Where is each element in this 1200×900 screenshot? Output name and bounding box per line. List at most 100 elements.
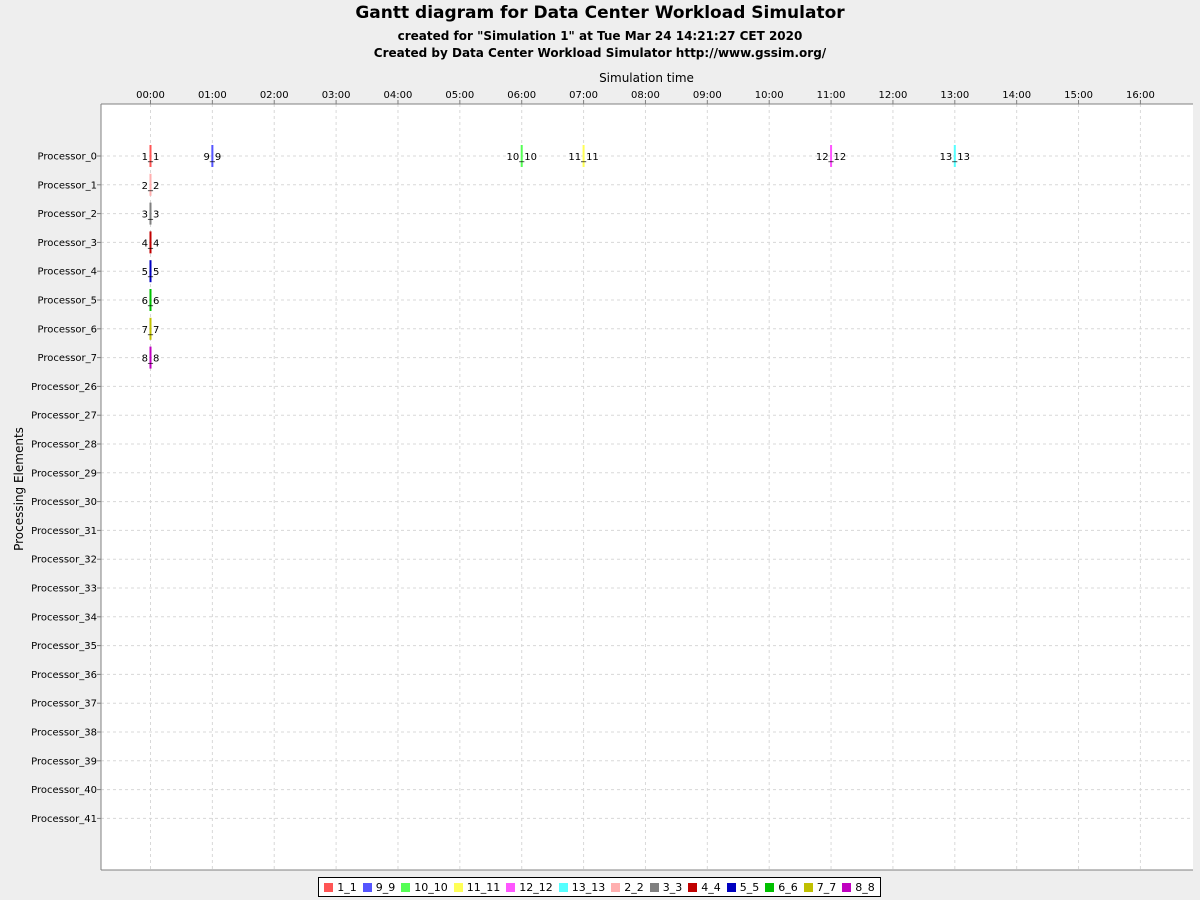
task-label-7_7: 7_7 xyxy=(142,325,160,336)
task-label-1_1: 1_1 xyxy=(142,152,160,163)
legend-item-4_4: 4_4 xyxy=(688,881,721,894)
legend-item-10_10: 10_10 xyxy=(401,881,448,894)
task-label-2_2: 2_2 xyxy=(142,181,160,192)
y-tick-label: Processor_28 xyxy=(31,440,97,451)
legend-item-7_7: 7_7 xyxy=(803,880,837,894)
task-label-13_13: 13_13 xyxy=(940,152,970,163)
task-bar-12_12 xyxy=(830,145,833,167)
legend-swatch xyxy=(362,882,372,892)
legend-item-6_6: 6_6 xyxy=(765,881,798,894)
y-tick-label: Processor_0 xyxy=(37,152,97,163)
legend-label: 12_12 xyxy=(519,880,553,894)
legend-item-11_11: 11_11 xyxy=(453,880,501,894)
x-tick-label: 01:00 xyxy=(198,90,227,101)
task-bar-9_9 xyxy=(211,145,214,167)
y-tick-label: Processor_6 xyxy=(37,324,97,335)
legend-label: 6_6 xyxy=(778,880,798,894)
x-tick-label: 10:00 xyxy=(755,90,784,101)
y-tick-label: Processor_33 xyxy=(31,584,97,595)
legend-swatch xyxy=(726,882,736,892)
task-bar-4_4 xyxy=(149,231,152,254)
legend-item-2_2: 2_2 xyxy=(611,881,644,894)
task-label-3_3: 3_3 xyxy=(142,210,160,221)
task-bar-11_11 xyxy=(582,145,585,167)
legend-swatch xyxy=(611,882,621,892)
y-tick-label: Processor_26 xyxy=(31,382,97,393)
x-tick-label: 00:00 xyxy=(136,90,165,101)
chart-legend: 1_1 9_9 10_10 11_11 12_12 13_13 2_2 3_3 4_4 5_5 6_… xyxy=(318,877,881,897)
legend-swatch xyxy=(453,882,463,892)
x-tick-label: 16:00 xyxy=(1126,90,1155,101)
legend-swatch xyxy=(558,882,568,892)
x-tick-label: 12:00 xyxy=(879,90,908,101)
y-tick-label: Processor_27 xyxy=(31,411,97,422)
legend-label: 13_13 xyxy=(571,880,606,894)
task-bar-6_6 xyxy=(149,289,152,311)
legend-item-12_12: 12_12 xyxy=(506,881,553,894)
plot-area xyxy=(101,104,1193,870)
y-tick-label: Processor_34 xyxy=(31,612,97,623)
y-tick-label: Processor_40 xyxy=(31,785,97,796)
task-label-12_12: 12_12 xyxy=(816,152,846,163)
chart-title: Gantt diagram for Data Center Workload S… xyxy=(355,3,845,23)
legend-swatch xyxy=(688,882,698,892)
legend-swatch xyxy=(803,882,813,892)
legend-label: 10_10 xyxy=(414,880,448,894)
legend-swatch xyxy=(842,882,852,892)
task-bar-5_5 xyxy=(149,260,152,283)
legend-label: 9_9 xyxy=(375,880,396,894)
legend-swatch xyxy=(506,882,516,892)
y-tick-label: Processor_37 xyxy=(31,699,97,710)
y-tick-label: Processor_4 xyxy=(37,267,97,278)
task-bar-13_13 xyxy=(953,145,956,167)
y-tick-label: Processor_38 xyxy=(31,728,97,739)
x-tick-label: 09:00 xyxy=(693,90,722,101)
x-tick-label: 11:00 xyxy=(817,90,846,101)
task-bar-1_1 xyxy=(149,145,152,167)
legend-swatch xyxy=(765,882,775,892)
task-bar-2_2 xyxy=(149,173,152,196)
legend-item-3_3: 3_3 xyxy=(649,880,683,894)
task-bar-10_10 xyxy=(520,145,523,167)
y-tick-label: Processor_30 xyxy=(31,497,97,508)
legend-swatch xyxy=(649,882,659,892)
legend-item-8_8: 8_8 xyxy=(842,881,875,894)
x-tick-label: 08:00 xyxy=(631,90,660,101)
y-tick-label: Processor_1 xyxy=(37,180,97,191)
legend-label: 11_11 xyxy=(466,880,501,894)
legend-label: 8_8 xyxy=(855,880,875,894)
legend-label: 7_7 xyxy=(816,880,837,894)
task-bar-8_8 xyxy=(149,346,152,369)
legend-item-1_1: 1_1 xyxy=(324,881,357,894)
task-bar-3_3 xyxy=(149,202,152,225)
task-label-4_4: 4_4 xyxy=(142,238,160,249)
x-tick-label: 05:00 xyxy=(445,90,474,101)
x-tick-label: 07:00 xyxy=(569,90,598,101)
y-tick-label: Processor_39 xyxy=(31,756,97,767)
task-label-9_9: 9_9 xyxy=(203,152,221,163)
y-tick-label: Processor_2 xyxy=(37,209,97,220)
y-tick-label: Processor_31 xyxy=(31,526,97,537)
x-tick-label: 15:00 xyxy=(1064,90,1093,101)
legend-label: 1_1 xyxy=(337,880,357,894)
y-tick-label: Processor_29 xyxy=(31,468,97,479)
legend-label: 4_4 xyxy=(701,880,721,894)
x-tick-label: 14:00 xyxy=(1002,90,1031,101)
task-bar-7_7 xyxy=(149,317,152,340)
y-tick-label: Processor_5 xyxy=(37,296,97,307)
legend-label: 3_3 xyxy=(662,880,683,894)
y-tick-label: Processor_7 xyxy=(37,353,97,364)
legend-item-5_5: 5_5 xyxy=(726,881,759,894)
task-label-6_6: 6_6 xyxy=(142,296,160,307)
chart-credit: Created by Data Center Workload Simulato… xyxy=(373,46,827,60)
x-axis-label: Simulation time xyxy=(599,71,694,85)
y-tick-label: Processor_35 xyxy=(31,641,97,652)
task-label-5_5: 5_5 xyxy=(142,267,160,278)
y-tick-label: Processor_36 xyxy=(31,670,97,681)
legend-swatch xyxy=(324,882,334,892)
x-tick-label: 06:00 xyxy=(507,90,536,101)
x-tick-label: 02:00 xyxy=(260,90,289,101)
y-tick-label: Processor_41 xyxy=(31,814,97,825)
x-tick-label: 13:00 xyxy=(940,90,969,101)
chart-subtitle: created for "Simulation 1" at Tue Mar 24… xyxy=(397,29,803,43)
